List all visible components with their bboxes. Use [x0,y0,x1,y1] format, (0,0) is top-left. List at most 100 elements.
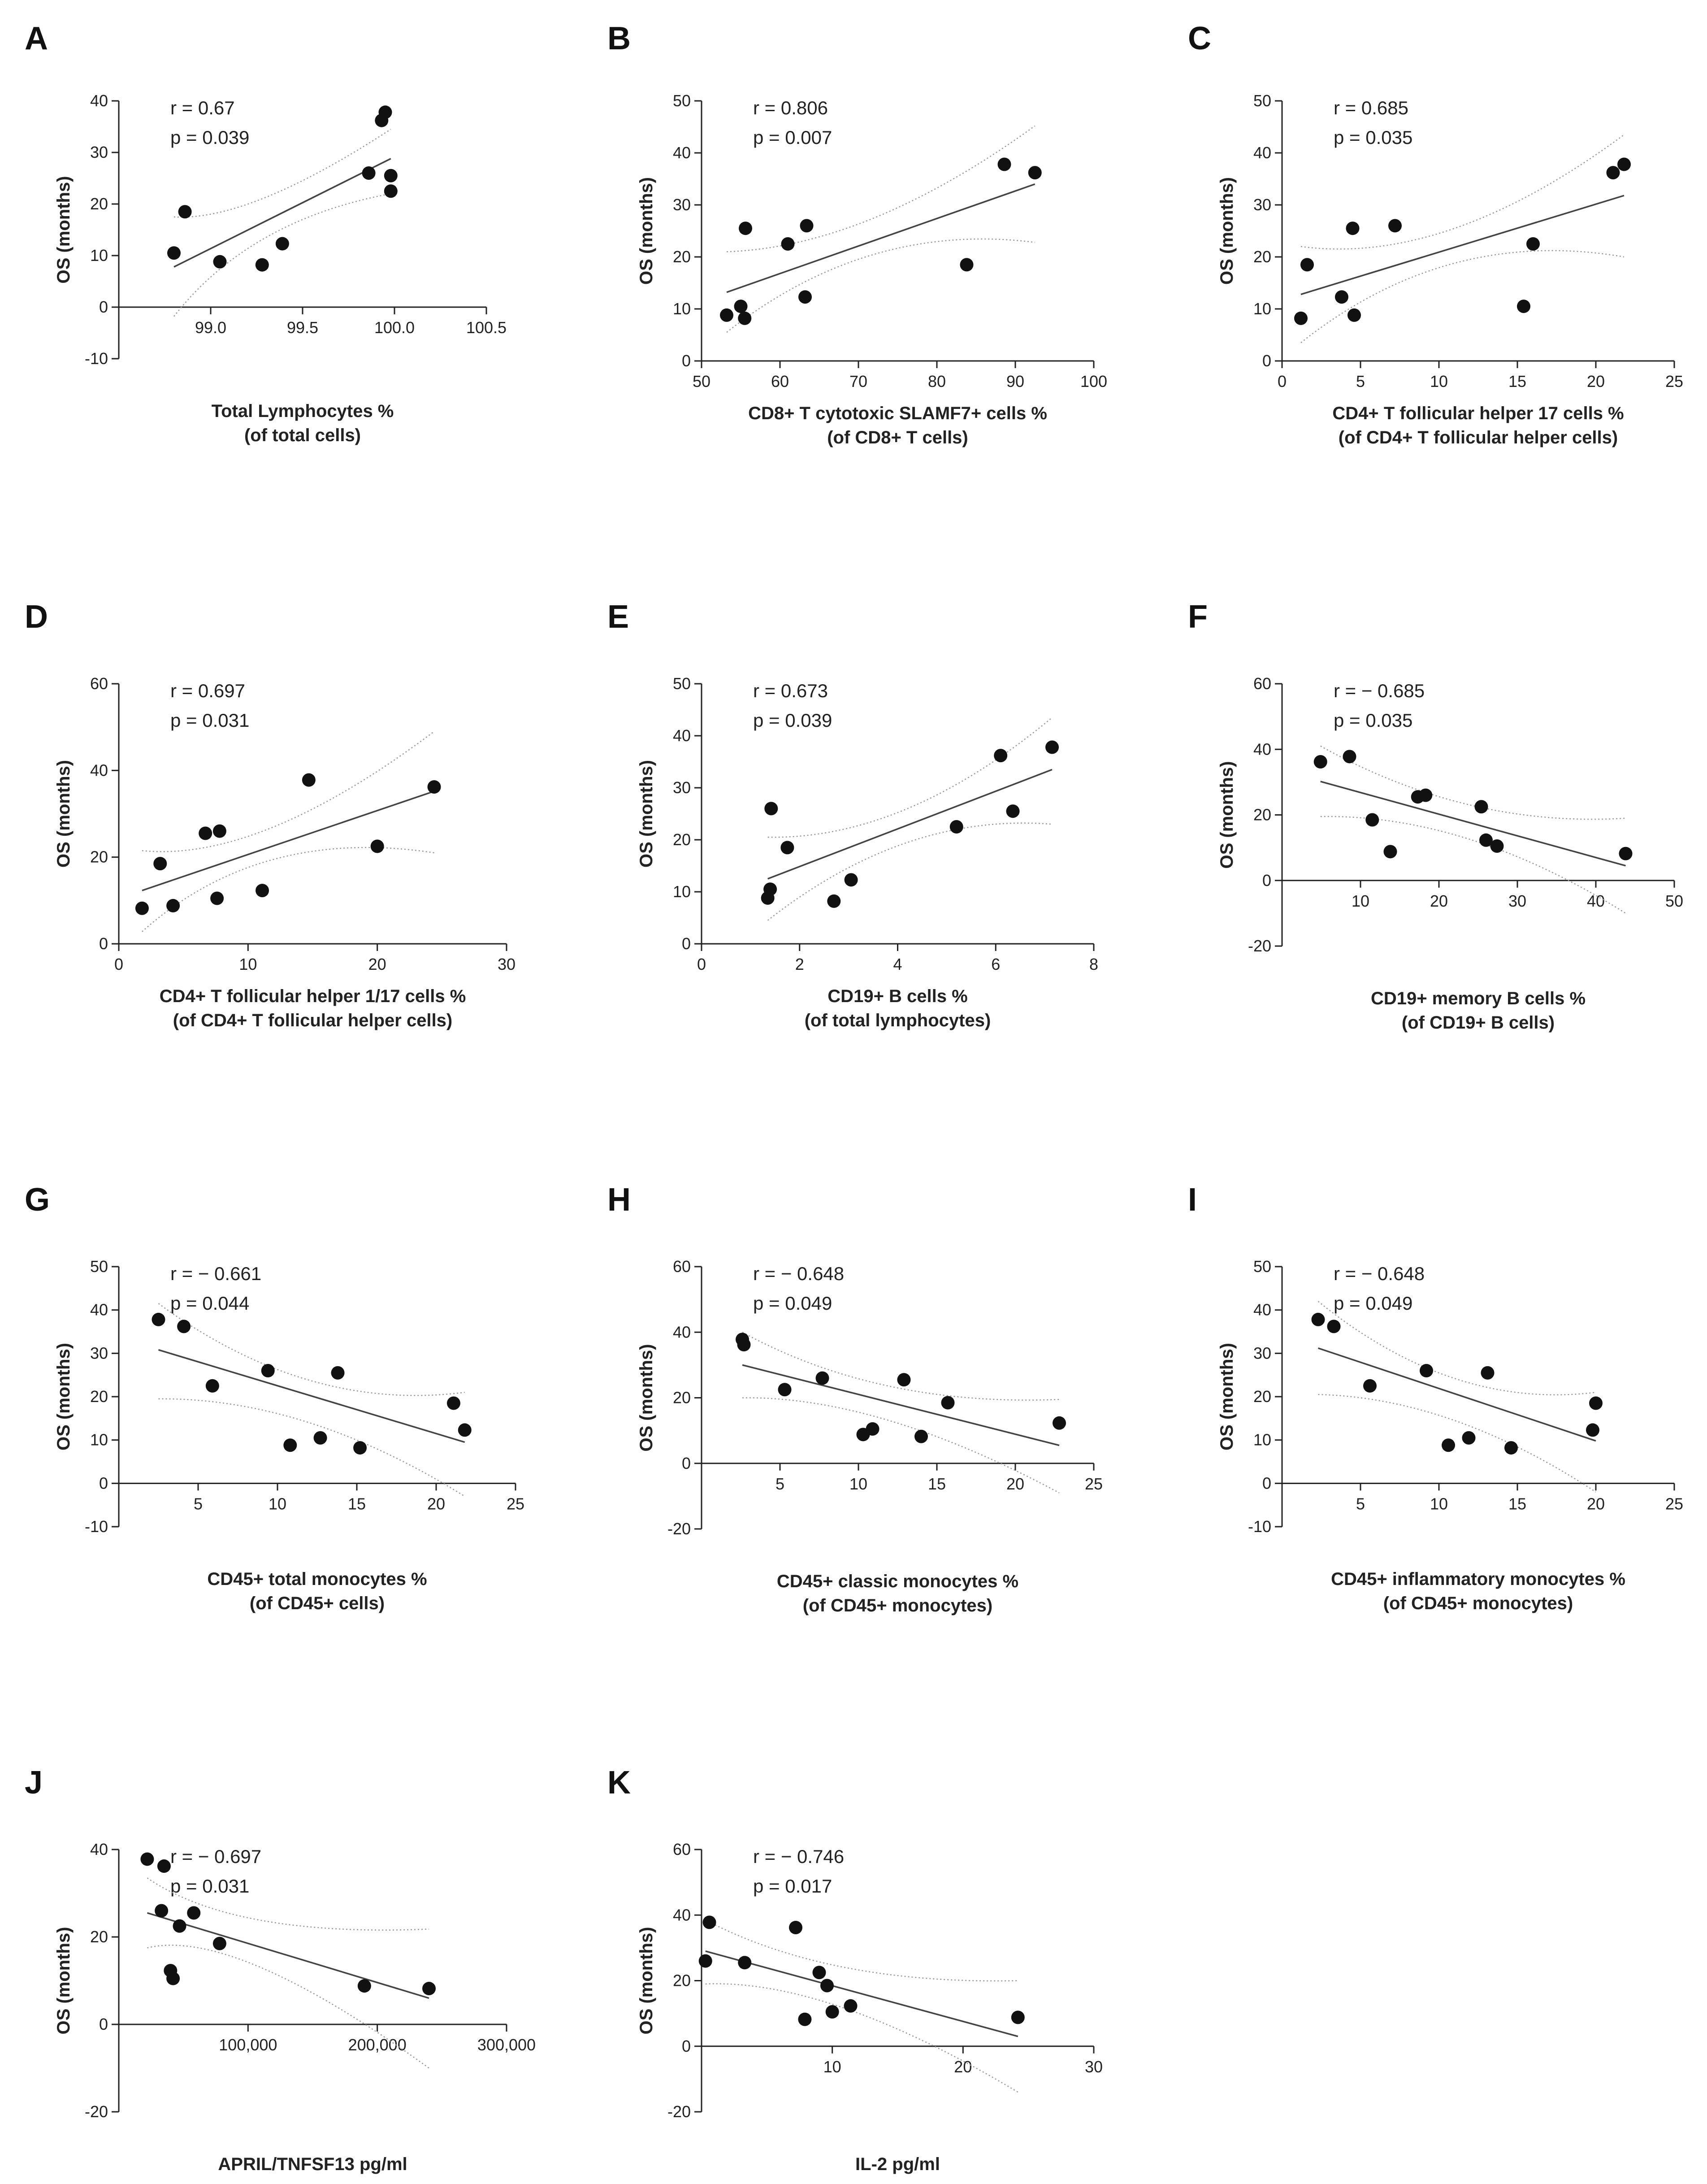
y-tick-label: 0 [99,298,108,316]
y-tick-label: 50 [673,674,691,693]
y-tick-label: 20 [90,1387,108,1406]
data-point [1294,311,1308,325]
data-point [1383,845,1397,859]
data-point [140,1852,154,1866]
y-tick-label: 10 [90,1431,108,1449]
data-point [1474,800,1488,814]
data-point [897,1373,911,1387]
stat-label: p = 0.035 [1334,710,1412,731]
panel-letter: G [25,1182,50,1218]
data-point [167,246,181,260]
data-point [820,1979,834,1993]
ci-upper-line [173,129,391,218]
x-tick-label: 70 [849,372,867,391]
panel-f: F -20 0 20 40 60 10 20 30 40 50 OS (months) CD19+ me… [1188,599,1683,1033]
x-tick-label: 25 [507,1494,524,1513]
x-axis-title: (of CD4+ T follicular helper cells) [173,1011,452,1030]
stat-label: p = 0.035 [1334,127,1412,148]
x-tick-label: 2 [795,955,804,973]
y-tick-label: 40 [90,1301,108,1319]
y-tick-label: 20 [1253,247,1271,266]
panel-letter: F [1188,599,1208,635]
data-point [370,839,384,853]
regression-line [705,1950,1018,2037]
data-point [446,1396,460,1410]
x-axis-title: (of CD45+ cells) [250,1593,385,1613]
data-point [1619,847,1633,860]
ci-lower-line [705,1983,1018,2093]
x-tick-label: 15 [1508,1494,1526,1513]
panel-letter: J [25,1765,43,1801]
data-point [812,1966,826,1980]
data-point [212,1937,226,1950]
stat-label: p = 0.017 [753,1876,832,1897]
y-tick-label: 40 [673,1906,691,1924]
data-point [1479,833,1493,847]
x-tick-label: 15 [348,1494,366,1513]
data-point [800,219,814,233]
y-tick-label: -20 [667,2102,691,2121]
regression-line [1320,781,1626,867]
stat-label: p = 0.039 [170,127,249,148]
stat-label: r = − 0.746 [753,1846,844,1867]
data-point [734,300,748,313]
panel-letter: H [607,1182,631,1218]
data-point [960,258,974,272]
x-axis-title: CD45+ inflammatory monocytes % [1331,1569,1625,1589]
regression-line [1300,195,1625,295]
data-point [737,1338,751,1352]
data-point [353,1441,367,1455]
regression-line [147,1912,429,1999]
x-tick-label: 20 [1587,372,1605,391]
data-point [1346,221,1360,235]
data-point [205,1379,219,1393]
y-tick-label: 10 [90,246,108,265]
x-tick-label: 20 [427,1494,445,1513]
x-tick-label: 40 [1587,892,1605,910]
x-tick-label: 5 [1356,1494,1365,1513]
y-axis-title: OS (months) [637,1344,656,1452]
data-point [1419,788,1433,802]
ci-lower-line [173,193,391,317]
y-tick-label: 20 [673,247,691,266]
y-tick-label: 30 [90,1344,108,1362]
ci-upper-line [705,1919,1018,1982]
x-axis-title: (of CD4+ T follicular helper cells) [1339,428,1618,447]
y-tick-label: 30 [1253,1344,1271,1362]
data-point [313,1431,327,1445]
data-point [261,1364,275,1377]
x-tick-label: 5 [776,1475,784,1493]
data-point [166,1971,180,1985]
x-tick-label: 0 [1278,372,1287,391]
regression-line [142,790,435,891]
y-tick-label: 0 [1262,1474,1271,1492]
data-point [384,169,398,182]
y-tick-label: -10 [85,1517,108,1536]
data-point [384,184,398,198]
y-tick-label: 20 [1253,1387,1271,1406]
data-point [997,157,1011,171]
panel-letter: C [1188,21,1211,56]
x-tick-label: 5 [194,1494,203,1513]
data-point [1343,750,1356,764]
data-point [866,1422,879,1436]
x-tick-label: 50 [693,372,711,391]
ci-lower-line [1318,1394,1596,1493]
ci-lower-line [158,1398,465,1497]
x-tick-label: 25 [1665,372,1683,391]
data-point [781,237,795,251]
data-point [275,237,289,251]
panel-k: K -20 0 20 40 60 10 20 30 OS (months) IL-2 pg/ml r … [607,1765,1103,2174]
regression-line [1317,1347,1596,1442]
y-axis-title: OS (months) [637,177,656,285]
ci-upper-line [142,731,435,852]
y-tick-label: 60 [90,674,108,693]
x-tick-label: 20 [1430,892,1448,910]
data-point [798,290,812,304]
data-point [1517,300,1530,313]
data-point [210,891,224,905]
data-point [1504,1441,1518,1455]
data-point [362,166,376,180]
x-axis-title: CD45+ classic monocytes % [777,1572,1018,1591]
x-tick-label: 60 [771,372,789,391]
